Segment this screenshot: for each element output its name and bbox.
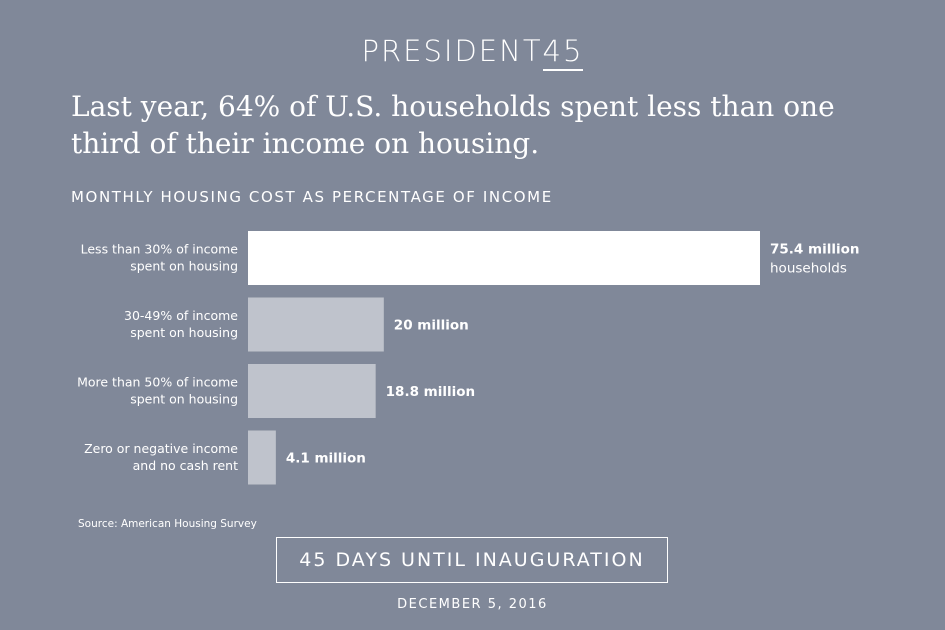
value-label-2: 20 million [394, 318, 469, 334]
chart-title: MONTHLY HOUSING COST AS PERCENTAGE OF IN… [71, 188, 553, 206]
value-label-3: 18.8 million [386, 384, 475, 400]
date-label: DECEMBER 5, 2016 [397, 597, 548, 612]
countdown-box: 45 DAYS UNTIL INAUGURATION [276, 537, 668, 583]
source-note: Source: American Housing Survey [78, 518, 257, 530]
bar-1 [248, 231, 760, 285]
brand-prefix: PRESIDENT [361, 34, 543, 68]
bar-4 [248, 430, 276, 485]
brand-number: 45 [542, 37, 584, 71]
bar-2 [248, 297, 384, 352]
value-label-4: 4.1 million [286, 451, 366, 467]
brand-logo: PRESIDENT45 [0, 34, 945, 71]
category-label-4: Zero or negative income and no cash rent [84, 441, 238, 473]
value-label-1: 75.4 million households [770, 242, 859, 277]
bar-3 [248, 364, 376, 418]
category-label-3: More than 50% of income spent on housing [77, 375, 238, 407]
category-label-2: 30-49% of income spent on housing [124, 308, 238, 340]
headline: Last year, 64% of U.S. households spent … [71, 90, 835, 160]
category-label-1: Less than 30% of income spent on housing [81, 242, 239, 274]
